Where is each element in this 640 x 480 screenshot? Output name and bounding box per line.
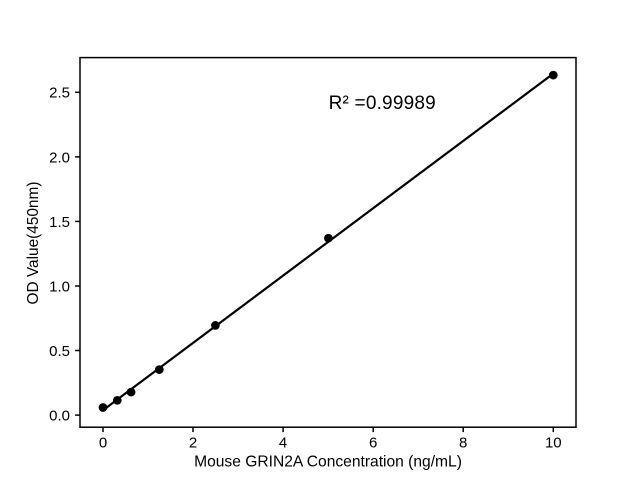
svg-text:10: 10	[545, 435, 562, 452]
svg-text:0.5: 0.5	[49, 343, 70, 360]
svg-text:0: 0	[99, 435, 107, 452]
svg-text:2.0: 2.0	[49, 149, 70, 166]
svg-text:2: 2	[189, 435, 197, 452]
svg-text:Mouse GRIN2A Concentration (ng: Mouse GRIN2A Concentration (ng/mL)	[194, 453, 462, 470]
svg-text:1.5: 1.5	[49, 214, 70, 231]
svg-text:OD Value(450nm): OD Value(450nm)	[25, 182, 42, 305]
svg-text:0.0: 0.0	[49, 408, 70, 425]
svg-text:R² =0.99989: R² =0.99989	[329, 93, 436, 114]
svg-text:2.5: 2.5	[49, 85, 70, 102]
svg-text:6: 6	[369, 435, 377, 452]
svg-text:1.0: 1.0	[49, 278, 70, 295]
svg-text:8: 8	[459, 435, 467, 452]
svg-text:4: 4	[279, 435, 287, 452]
